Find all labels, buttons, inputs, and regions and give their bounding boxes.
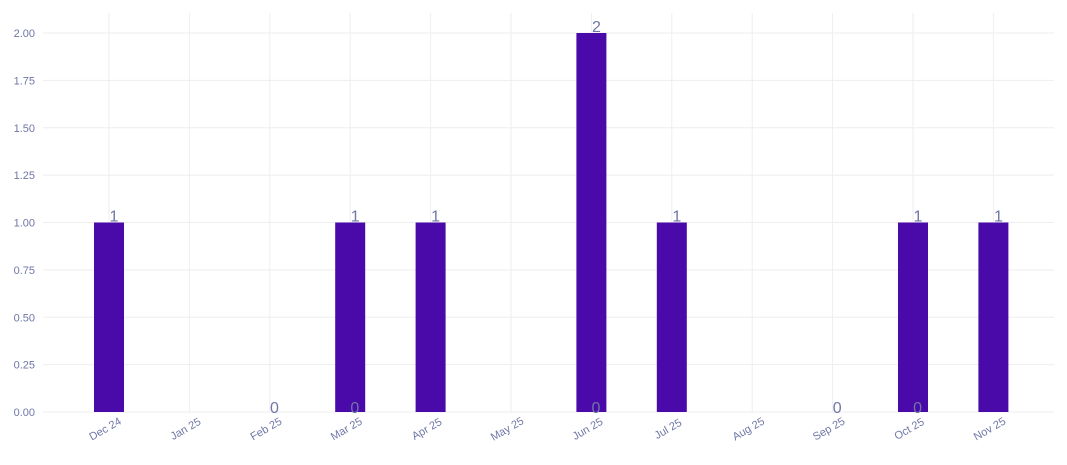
bar[interactable] [335,222,366,413]
x-tick-label: Mar 25 [329,416,365,444]
data-label: 1 [431,209,440,226]
y-tick-label: 1.25 [14,170,35,182]
y-tick-label: 0.50 [14,312,35,324]
bars-layer [94,33,1009,413]
x-tick-label: Nov 25 [972,415,1008,443]
bar[interactable] [898,222,928,413]
data-label: 1 [672,209,681,226]
x-tick-label: Feb 25 [248,416,284,444]
x-tick-label: Dec 24 [87,415,123,443]
bar[interactable] [656,222,687,413]
y-tick-label: 0.25 [14,360,35,372]
x-tick-label: May 25 [489,415,526,443]
bar[interactable] [94,222,124,413]
y-tick-label: 0.00 [14,407,35,419]
bar[interactable] [415,222,446,413]
x-tick-label: Jan 25 [169,416,204,443]
data-label: 0 [833,400,842,417]
x-tick-label: Aug 25 [731,415,767,443]
y-axis: 0.00 0.25 0.50 0.75 1.00 1.25 1.50 1.75 2.00 [14,28,35,419]
x-axis: Dec 24 Jan 25 Feb 25 Mar 25 Apr 25 May 25 Jun … [87,415,1008,443]
data-label: 2 [592,19,601,36]
data-label: 0 [270,400,279,417]
bar[interactable] [978,222,1009,413]
x-tick-label: Jun 25 [571,416,606,443]
y-tick-label: 1.00 [14,218,35,230]
data-label: 0 [913,400,922,417]
bar[interactable] [576,33,607,412]
x-tick-label: Oct 25 [892,416,926,443]
x-tick-label: Apr 25 [410,416,444,443]
y-tick-label: 0.75 [14,265,35,277]
x-tick-label: Sep 25 [811,415,847,443]
data-label: 1 [914,209,923,226]
y-tick-label: 2.00 [14,28,35,40]
y-tick-label: 1.75 [14,75,35,87]
y-tick-label: 1.50 [14,123,35,135]
data-label: 1 [351,209,360,226]
grid-layer [43,13,1054,413]
data-label: 1 [994,209,1003,226]
data-label: 1 [110,209,119,226]
data-label: 0 [350,400,359,417]
data-label: 0 [592,400,601,417]
x-tick-label: Jul 25 [653,417,684,442]
data-labels: 1 0 0 1 1 0 2 1 0 0 1 1 [110,19,1003,417]
